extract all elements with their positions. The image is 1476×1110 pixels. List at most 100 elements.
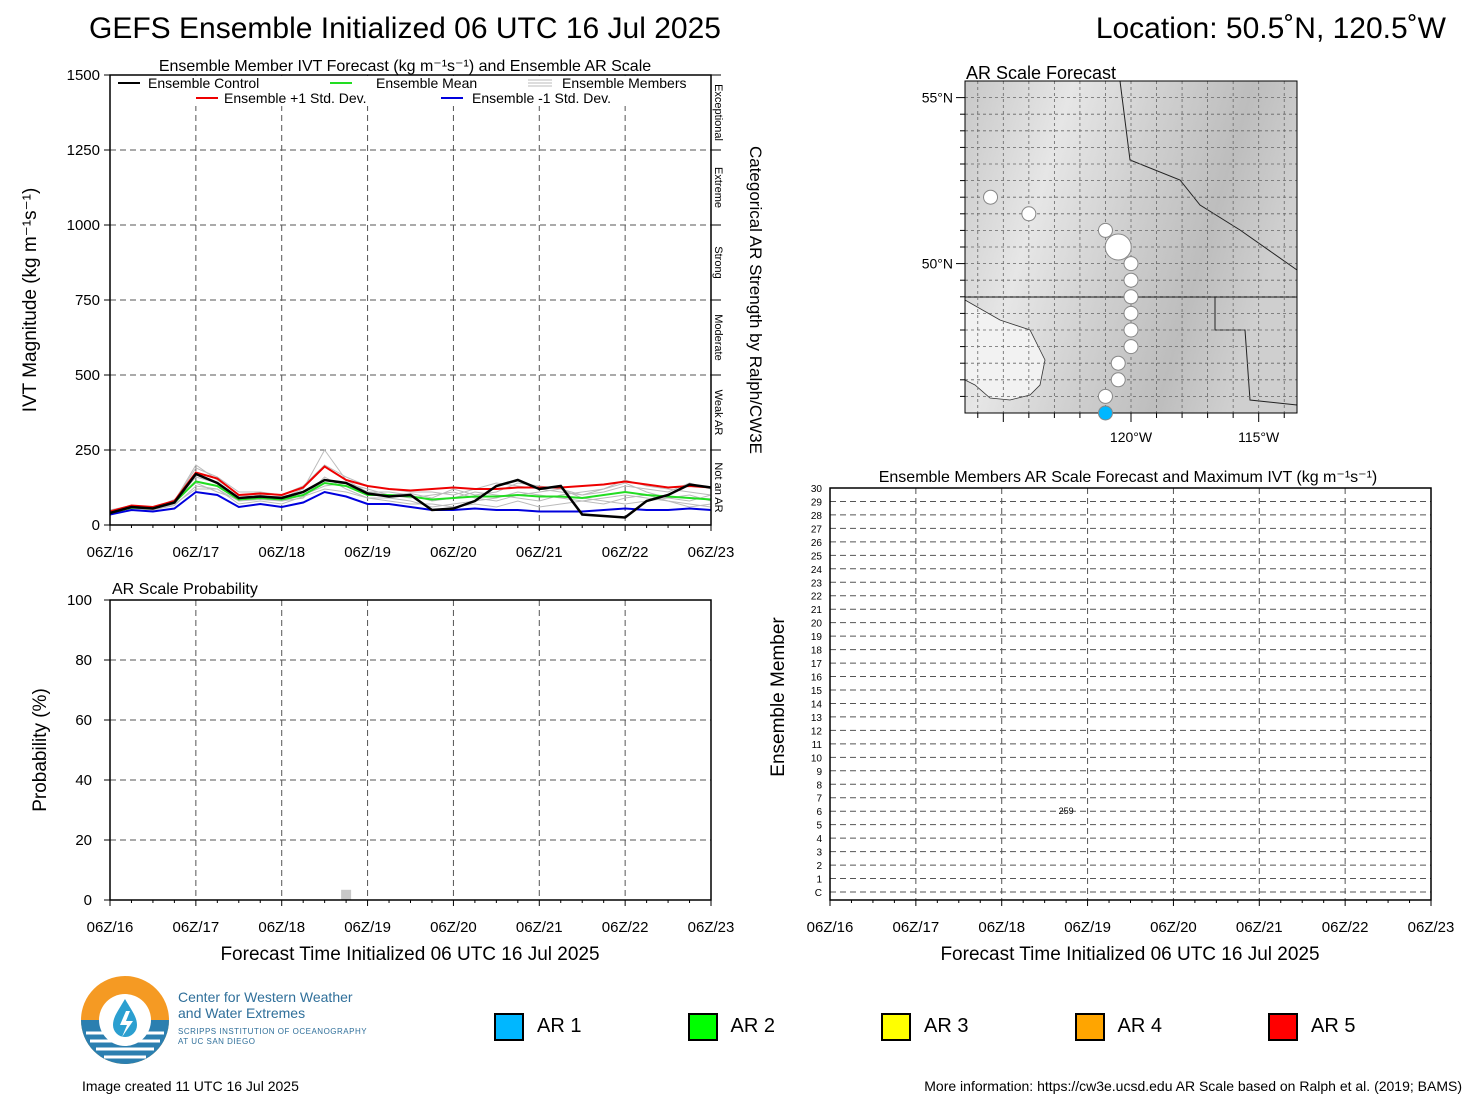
prob-title: AR Scale Probability	[112, 581, 258, 598]
members-ytick-label: 3	[816, 848, 822, 859]
prob-ytick-label: 60	[75, 712, 92, 729]
members-xtick-label: 06Z/23	[1408, 919, 1455, 936]
ar-legend-label: AR 5	[1311, 1015, 1356, 1037]
prob-ytick-label: 100	[67, 592, 92, 609]
prob-xlabel: Forecast Time Initialized 06 UTC 16 Jul …	[220, 944, 599, 965]
logo-title: Center for Western Weather and Water Ext…	[178, 989, 353, 1021]
members-ytick-label: 11	[812, 740, 823, 751]
legend-members: Ensemble Members	[562, 75, 687, 91]
members-ytick-label: 10	[811, 753, 823, 764]
map-marker	[1110, 355, 1126, 371]
members-grid	[830, 487, 1431, 900]
ar-legend-label: AR 2	[730, 1015, 775, 1037]
prob-ytick-label: 0	[84, 892, 92, 909]
members-ytick-label: 21	[811, 605, 823, 616]
ivt-ytick-label: 750	[75, 292, 100, 309]
ivt-ytick-label: 500	[75, 367, 100, 384]
ivt-category-label: Strong	[712, 246, 724, 278]
map-lat-label: 55°N	[922, 90, 953, 106]
logo-line4: AT UC SAN DIEGO	[178, 1037, 256, 1046]
logo-line2: and Water Extremes	[178, 1005, 306, 1021]
prob-xtick-label: 06Z/22	[602, 919, 649, 936]
ivt-xtick-label: 06Z/21	[516, 544, 563, 561]
ivt-category-label: Weak AR	[712, 390, 724, 436]
members-annotations: 259	[1059, 806, 1074, 816]
prob-xtick-label: 06Z/21	[516, 919, 563, 936]
ivt-xtick-label: 06Z/22	[602, 544, 649, 561]
members-xtick-label: 06Z/22	[1322, 919, 1369, 936]
map-title: AR Scale Forecast	[966, 63, 1116, 83]
members-xtick-label: 06Z/19	[1064, 919, 1111, 936]
map-lat-label: 50°N	[922, 256, 953, 272]
map-marker	[1097, 388, 1113, 404]
ar-legend-label: AR 3	[924, 1015, 969, 1037]
ivt-ytick-label: 1250	[67, 142, 100, 159]
prob-xtick-label: 06Z/23	[688, 919, 735, 936]
map-marker	[1123, 339, 1139, 355]
prob-xtick-label: 06Z/16	[87, 919, 134, 936]
ar-legend-label: AR 4	[1117, 1015, 1162, 1037]
members-ytick-label: 14	[811, 699, 823, 710]
members-ytick-label: 16	[811, 673, 823, 684]
map-marker	[1097, 222, 1113, 238]
members-ytick-label: 1	[816, 875, 822, 886]
ivt-ytick-label: 1500	[67, 67, 100, 84]
ivt-line-plus1	[109, 465, 712, 513]
ivt-grid	[110, 75, 711, 525]
figure-title: GEFS Ensemble Initialized 06 UTC 16 Jul …	[89, 12, 721, 45]
members-xtick-label: 06Z/17	[893, 919, 940, 936]
ar-legend-label: AR 1	[537, 1015, 582, 1037]
ar-legend-swatch	[494, 1013, 524, 1041]
ivt-yticks: 0 250 500 750 1000 1250 1500	[67, 67, 110, 534]
map-marker	[1110, 372, 1126, 388]
ivt-right-label: Categorical AR Strength by Ralph/CW3E	[746, 146, 765, 454]
ar-legend-swatch	[1268, 1013, 1298, 1041]
prob-ylabel: Probability (%)	[30, 688, 51, 812]
cw3e-logo: Center for Western Weather and Water Ext…	[80, 975, 400, 1067]
map-lon-label: 120°W	[1110, 429, 1153, 445]
members-xtick-label: 06Z/21	[1236, 919, 1283, 936]
members-panel: Ensemble Members AR Scale Forecast and M…	[768, 469, 1454, 965]
prob-yticks: 0 20 40 60 80 100	[67, 592, 110, 909]
ivt-xtick-label: 06Z/19	[344, 544, 391, 561]
prob-xticks: 06Z/16 06Z/17 06Z/18 06Z/19 06Z/20 06Z/21 06Z/…	[87, 900, 735, 936]
prob-xtick-label: 06Z/19	[344, 919, 391, 936]
prob-ytick-label: 20	[75, 832, 92, 849]
map-marker	[1123, 289, 1139, 305]
ivt-category-label: Extreme	[712, 167, 724, 208]
map-coastline	[964, 299, 1046, 401]
legend-mean: Ensemble Mean	[376, 75, 477, 91]
members-ytick-label: 29	[811, 497, 823, 508]
ar-legend-swatch	[687, 1013, 718, 1041]
ivt-line-control	[109, 472, 712, 519]
members-ytick-label: 2	[816, 861, 822, 872]
members-ytick-label: 5	[816, 821, 822, 832]
map-marker	[1123, 256, 1139, 272]
prob-ytick-label: 40	[75, 772, 92, 789]
members-ytick-label: 6	[816, 807, 822, 818]
footer-created: Image created 11 UTC 16 Jul 2025	[82, 1078, 299, 1094]
map-axis-labels: 55°N 50°N 120°W 115°W	[922, 90, 1280, 445]
map-grid	[956, 81, 1297, 422]
members-ytick-label: 7	[816, 794, 822, 805]
map-marker	[983, 189, 999, 205]
legend-members-swatch	[528, 79, 552, 87]
ivt-panel: Ensemble Member IVT Forecast (kg m⁻¹s⁻¹)…	[20, 58, 765, 561]
members-ytick-label: 26	[811, 538, 823, 549]
logo-subtitle: SCRIPPS INSTITUTION OF OCEANOGRAPHY AT U…	[178, 1027, 367, 1047]
ivt-ytick-label: 1000	[67, 217, 100, 234]
legend-plus1: Ensemble +1 Std. Dev.	[224, 90, 367, 106]
ivt-ylabel: IVT Magnitude (kg m⁻¹s⁻¹)	[20, 188, 41, 413]
prob-grid	[110, 600, 711, 900]
members-title: Ensemble Members AR Scale Forecast and M…	[879, 469, 1378, 486]
ivt-xticks: 06Z/16 06Z/17 06Z/18 06Z/19 06Z/20 06Z/21 06Z/…	[87, 525, 735, 561]
ivt-xtick-label: 06Z/23	[688, 544, 735, 561]
members-ytick-label: 23	[811, 578, 823, 589]
members-ytick-label: 24	[811, 565, 823, 576]
logo-line3: SCRIPPS INSTITUTION OF OCEANOGRAPHY	[178, 1027, 368, 1036]
ivt-xtick-label: 06Z/17	[173, 544, 220, 561]
members-ytick-label: 28	[811, 511, 823, 522]
prob-frame	[109, 599, 712, 901]
members-ytick-label: C	[815, 888, 822, 899]
legend-minus1: Ensemble -1 Std. Dev.	[472, 90, 611, 106]
